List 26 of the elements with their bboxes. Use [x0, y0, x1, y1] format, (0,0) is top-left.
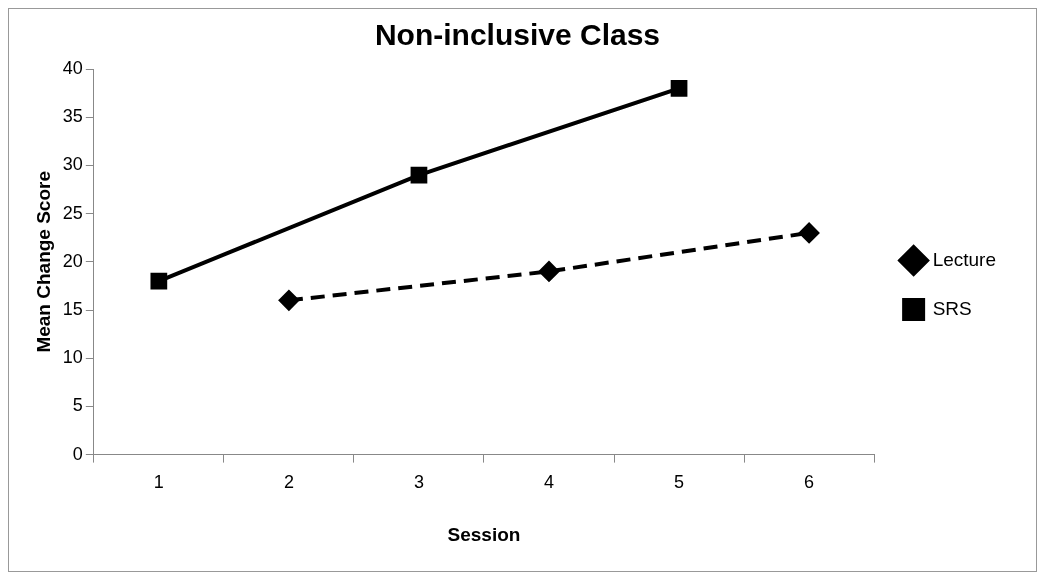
- legend-label: Lecture: [932, 248, 996, 270]
- y-tick-label: 40: [62, 57, 83, 78]
- x-axis-title: Session: [447, 523, 521, 545]
- point: [278, 290, 299, 311]
- y-tick-label: 5: [72, 395, 83, 416]
- y-tick-label: 30: [62, 154, 83, 175]
- y-tick-label: 0: [72, 443, 83, 464]
- point: [150, 272, 168, 290]
- point: [539, 261, 559, 282]
- y-tick-label: 15: [62, 298, 83, 319]
- point: [799, 222, 820, 243]
- chart-title: Non-inclusive Class: [374, 18, 661, 52]
- x-tick-label: 3: [413, 472, 424, 493]
- point: [670, 79, 688, 97]
- point: [410, 166, 428, 184]
- x-tick-label: 4: [543, 472, 555, 493]
- x-tick-label: 2: [283, 472, 294, 493]
- y-tick-label: 10: [62, 347, 83, 368]
- x-tick-label: 5: [674, 472, 685, 493]
- x-tick-label: 6: [804, 472, 815, 493]
- y-axis-title: Mean Change Score: [32, 171, 54, 353]
- y-tick-label: 25: [62, 202, 83, 223]
- legend-label: SRS: [932, 297, 972, 319]
- y-tick-label: 35: [62, 106, 83, 127]
- y-tick-label: 20: [62, 250, 83, 271]
- x-tick-label: 1: [153, 472, 164, 493]
